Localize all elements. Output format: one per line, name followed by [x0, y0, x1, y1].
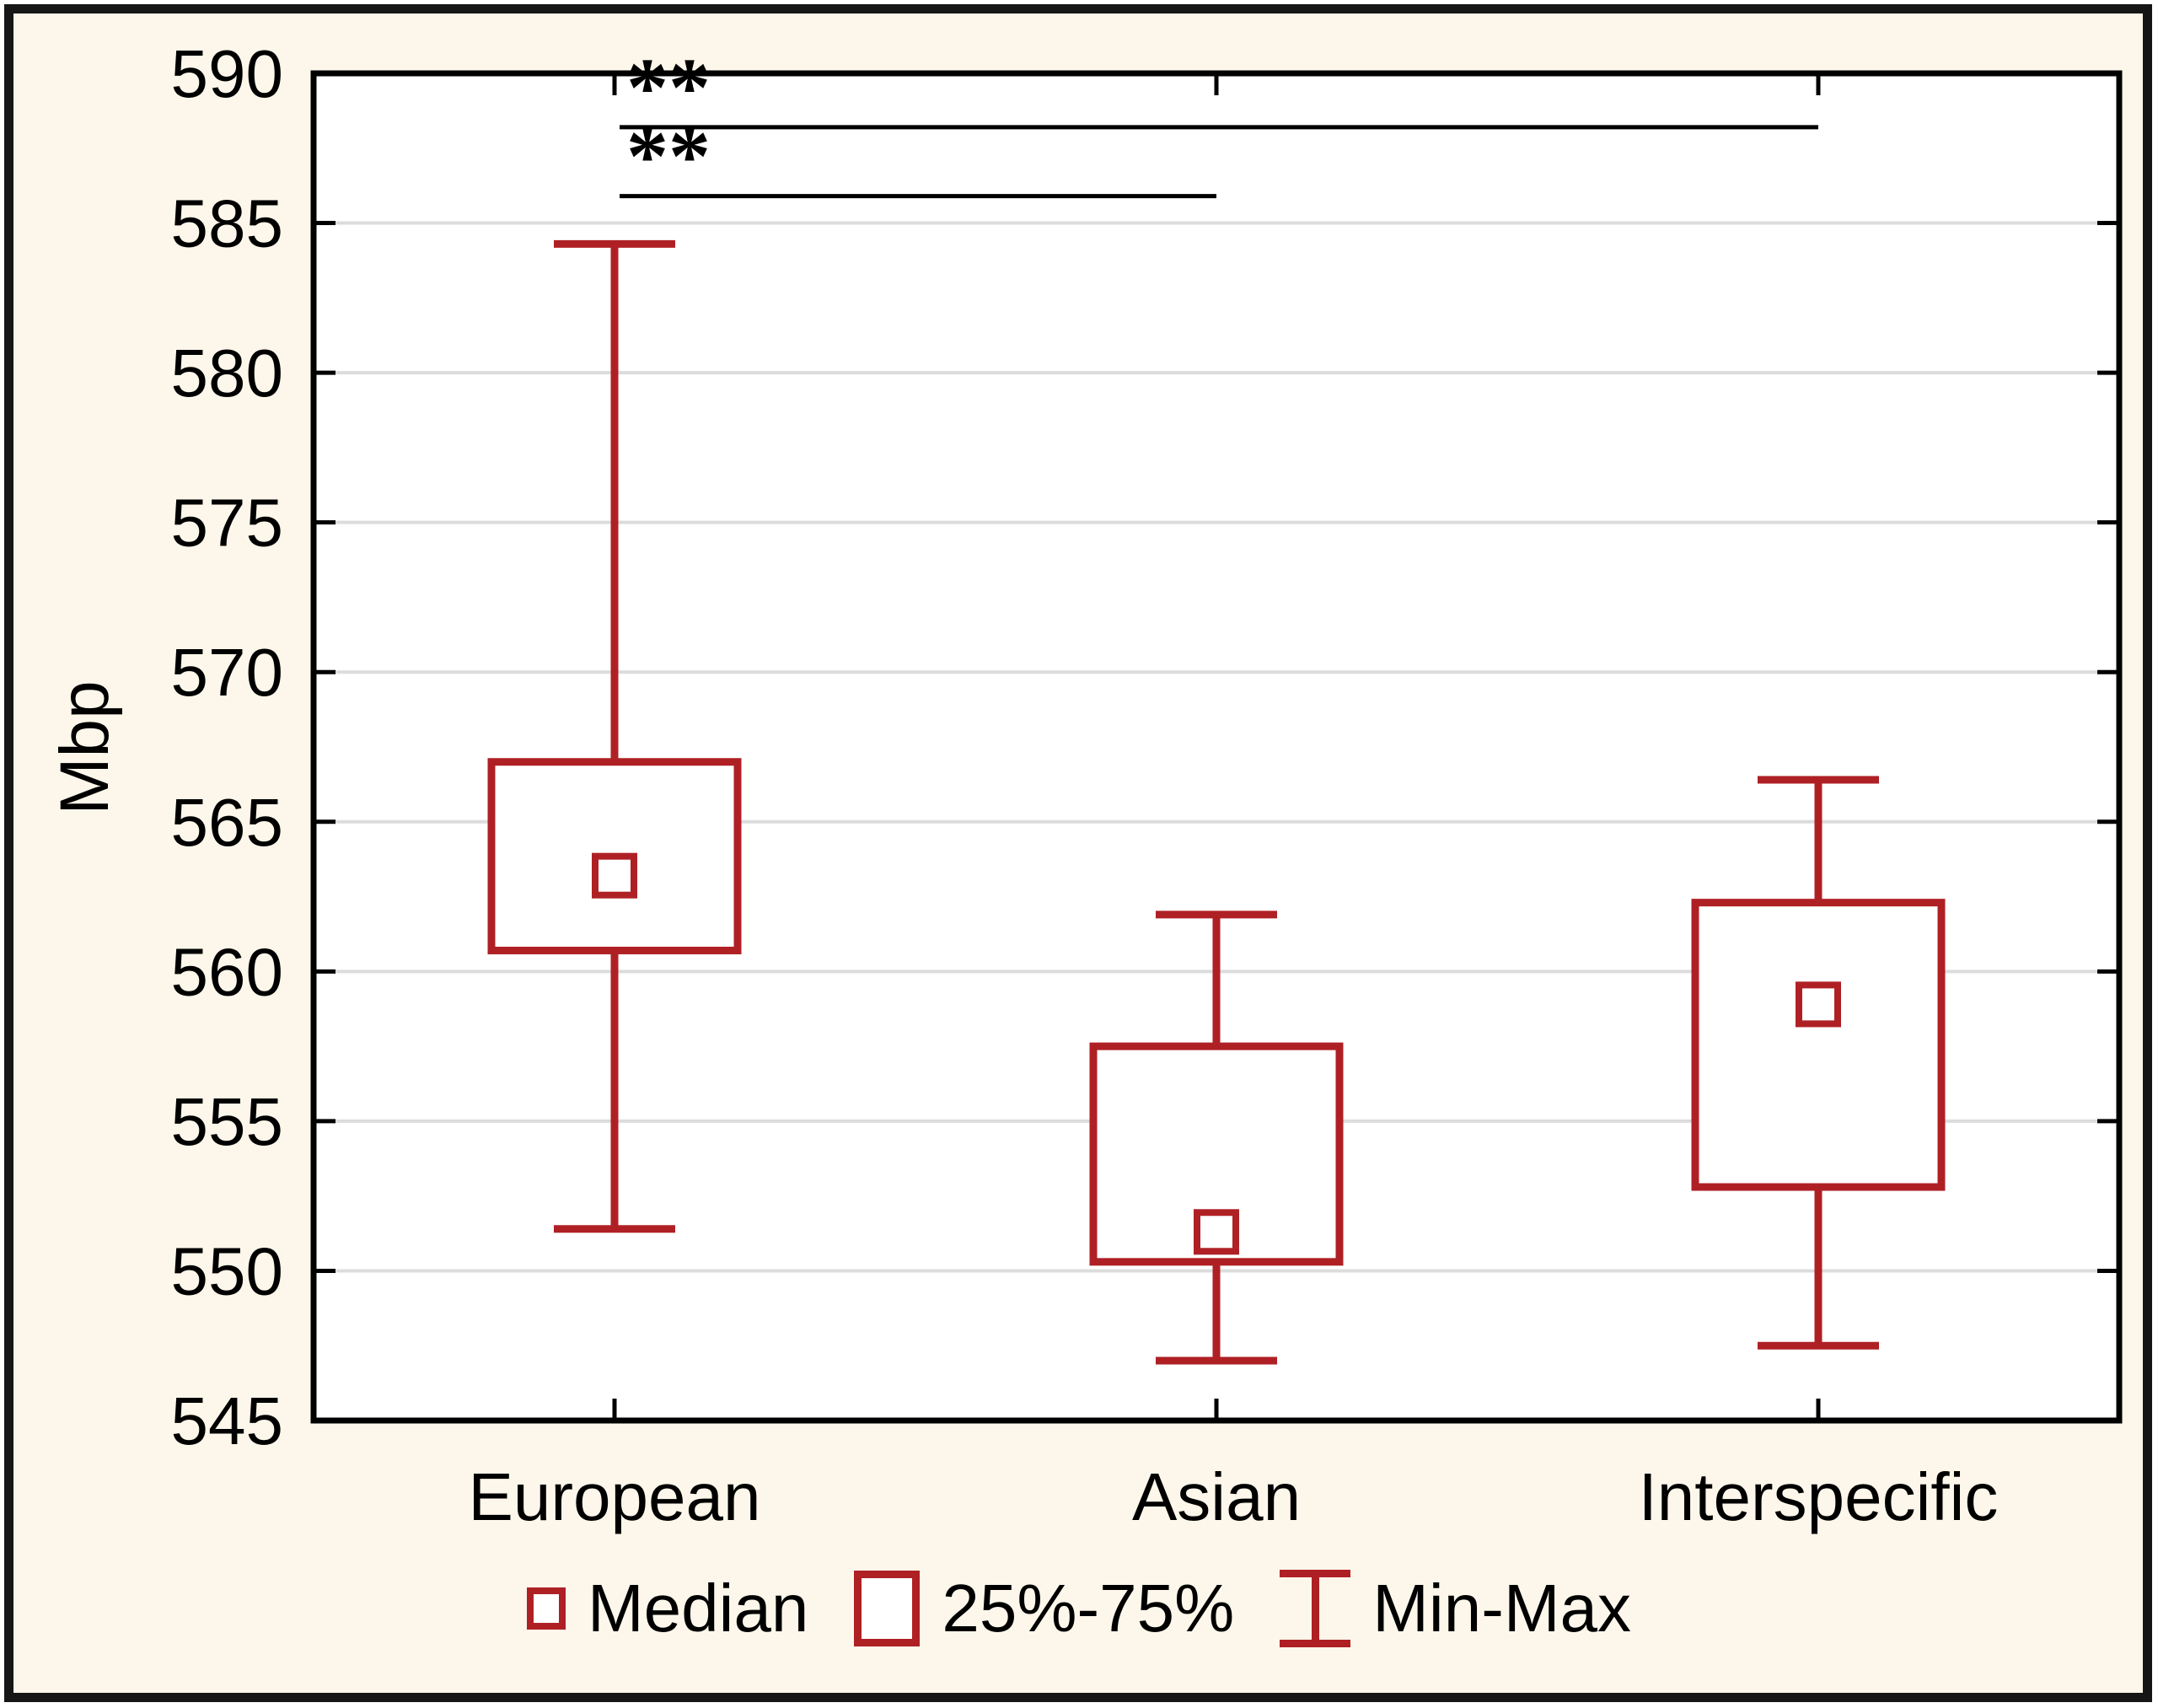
y-axis-title: Mbp — [46, 680, 123, 815]
y-tick-label: 575 — [171, 486, 283, 561]
median-marker — [1796, 981, 1841, 1028]
significance-stars: ** — [626, 110, 711, 203]
x-category-label: Asian — [1132, 1459, 1301, 1534]
y-tick-label: 560 — [171, 934, 283, 1009]
y-tick-label: 570 — [171, 635, 283, 710]
iqr-box-icon — [854, 1571, 921, 1646]
y-tick-label: 590 — [171, 36, 283, 111]
median-square-icon — [527, 1587, 566, 1630]
legend-item-iqr: 25%-75% — [854, 1570, 1234, 1647]
min-max-whisker-icon — [1280, 1570, 1351, 1647]
plot-frame — [310, 70, 2123, 1424]
legend-item-median: Median — [527, 1570, 808, 1647]
y-tick-label: 545 — [171, 1383, 283, 1458]
legend-item-minmax: Min-Max — [1280, 1570, 1631, 1647]
significance-stars: ** — [626, 40, 711, 134]
median-marker — [1194, 1209, 1239, 1255]
y-tick-label: 550 — [171, 1233, 283, 1308]
chart-legend: Median 25%-75% Min-Max — [0, 1570, 2158, 1647]
y-tick-label: 555 — [171, 1084, 283, 1159]
x-category-label: Interspecific — [1639, 1459, 1999, 1534]
y-tick-label: 585 — [171, 186, 283, 261]
iqr-box — [1691, 899, 1946, 1191]
legend-label-iqr: 25%-75% — [942, 1571, 1235, 1646]
median-marker — [592, 852, 637, 899]
y-tick-label: 580 — [171, 336, 283, 411]
chart-layer: **** 545 550 555 560 565 570 575 580 585 590 Europe… — [171, 36, 2123, 1534]
legend-label-median: Median — [588, 1571, 809, 1646]
y-tick-label: 565 — [171, 785, 283, 860]
legend-label-minmax: Min-Max — [1372, 1571, 1631, 1646]
x-category-label: European — [469, 1459, 761, 1534]
